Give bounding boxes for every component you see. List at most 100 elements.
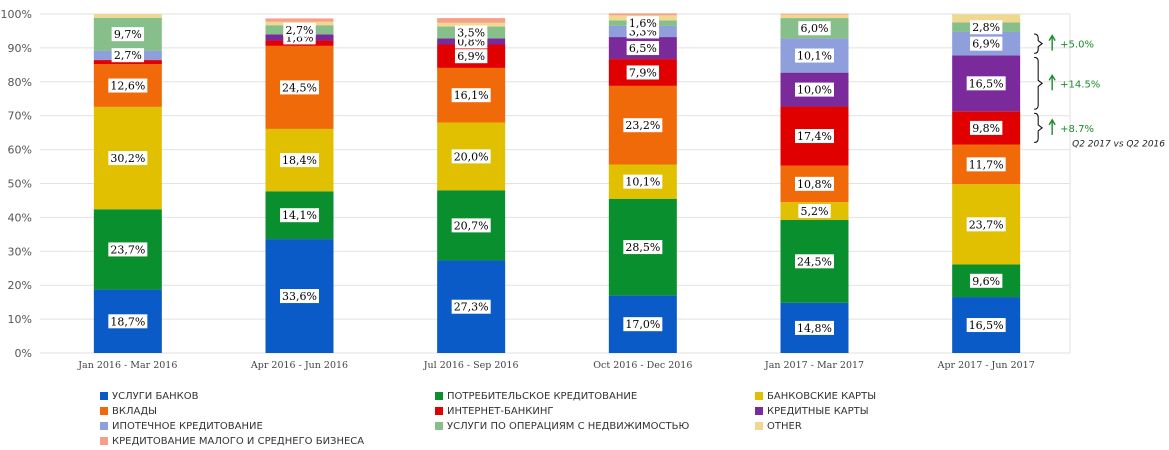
up-arrow-head xyxy=(1048,118,1056,126)
legend-item: КРЕДИТНЫЕ КАРТЫ xyxy=(755,404,900,418)
legend-label: ИПОТЕЧНОЕ КРЕДИТОВАНИЕ xyxy=(112,420,263,432)
data-label: 11,7% xyxy=(969,158,1004,171)
legend-label: УСЛУГИ БАНКОВ xyxy=(112,390,199,402)
y-tick-label: 40% xyxy=(8,211,32,224)
bar-segment xyxy=(608,13,677,16)
legend-label: УСЛУГИ ПО ОПЕРАЦИЯМ С НЕДВИЖИМОСТЬЮ xyxy=(447,420,690,432)
legend-item: ВКЛАДЫ xyxy=(100,404,435,418)
data-label-box xyxy=(626,16,660,31)
legend-item: КРЕДИТОВАНИЕ МАЛОГО И СРЕДНЕГО БИЗНЕСА xyxy=(100,434,435,448)
bracket xyxy=(1034,112,1044,144)
data-label: 9,6% xyxy=(972,275,1000,288)
x-tick-label: Oct 2016 - Dec 2016 xyxy=(593,360,692,371)
data-label-box xyxy=(454,49,488,64)
data-label-box xyxy=(451,149,491,164)
annotation-label: +8.7% xyxy=(1060,124,1094,135)
legend-item: УСЛУГИ БАНКОВ xyxy=(100,389,435,403)
data-label: 27,3% xyxy=(454,301,489,314)
data-label-box xyxy=(795,82,834,97)
y-axis: 0% 10% 20% 30% 40% 50% 60% 70% 80% 90% 100% xyxy=(1,8,32,360)
data-label: 2,7% xyxy=(114,49,142,62)
y-tick-label: 50% xyxy=(8,178,32,191)
x-axis: Jan 2016 - Mar 2016 Apr 2016 - Jun 2016 Ju… xyxy=(77,360,1035,371)
data-label-box xyxy=(966,318,1006,333)
data-label-box xyxy=(623,174,663,189)
data-label-box xyxy=(623,240,663,255)
data-label: 10,1% xyxy=(797,50,832,63)
data-label: 9,7% xyxy=(114,28,142,41)
data-label-box xyxy=(969,36,1003,51)
data-label-box xyxy=(451,88,491,103)
x-tick-label: Jan 2017 - Mar 2017 xyxy=(764,360,864,371)
y-tick-label: 80% xyxy=(8,76,32,89)
y-tick-label: 100% xyxy=(1,8,32,21)
bar-segment xyxy=(93,14,162,18)
gridlines xyxy=(40,13,1071,354)
data-label-box xyxy=(966,217,1006,232)
legend-label: OTHER xyxy=(767,420,802,432)
legend-swatch xyxy=(435,422,443,430)
data-label-box xyxy=(969,273,1003,288)
data-label: 17,0% xyxy=(625,318,660,331)
data-label-box xyxy=(280,208,319,223)
data-label: 20,0% xyxy=(454,150,489,163)
data-label-box xyxy=(454,25,488,40)
data-label-box xyxy=(626,41,660,56)
legend-swatch xyxy=(100,392,108,400)
x-tick-label: Jan 2016 - Mar 2016 xyxy=(77,360,177,371)
data-label: 17,4% xyxy=(797,130,832,143)
stacked-bar-chart: 0% 10% 20% 30% 40% 50% 60% 70% 80% 90% 100% 18,7% 2… xyxy=(1,8,1166,371)
bar-segment xyxy=(265,18,334,22)
y-tick-label: 10% xyxy=(8,313,32,326)
legend-swatch xyxy=(100,422,108,430)
data-label: 28,5% xyxy=(625,241,660,254)
data-label-box xyxy=(795,254,834,269)
data-label: 10,1% xyxy=(625,176,660,189)
data-label: 1,6% xyxy=(629,17,657,30)
data-label: 6,5% xyxy=(629,42,657,55)
data-label-box xyxy=(108,78,148,93)
data-label: 20,7% xyxy=(454,219,489,232)
data-labels: 18,7% 23,7% 30,2% 12,6% 2,7% 9,7% 33,6% 14,1% 18… xyxy=(108,16,1006,335)
data-label: 5,2% xyxy=(801,205,829,218)
data-label: 12,6% xyxy=(110,80,145,93)
legend-item: УСЛУГИ ПО ОПЕРАЦИЯМ С НЕДВИЖИМОСТЬЮ xyxy=(435,419,755,433)
data-label: 23,7% xyxy=(969,218,1004,231)
data-label: 6,0% xyxy=(801,22,829,35)
data-label-box xyxy=(795,320,834,335)
data-label-box xyxy=(280,80,319,95)
up-arrow-head xyxy=(1048,34,1056,42)
data-label-box xyxy=(966,157,1006,172)
legend-label: ИНТЕРНЕТ-БАНКИНГ xyxy=(447,405,554,417)
data-label-box xyxy=(795,176,834,191)
y-tick-label: 60% xyxy=(8,144,32,157)
data-label-box xyxy=(795,48,834,63)
data-label: 10,8% xyxy=(797,178,832,191)
bar-segment xyxy=(437,22,506,27)
x-tick-label: Apr 2016 - Jun 2016 xyxy=(250,360,348,371)
data-label: 18,4% xyxy=(282,154,317,167)
data-label: 33,6% xyxy=(282,290,317,303)
data-label-box xyxy=(969,20,1003,35)
data-label: 16,5% xyxy=(969,319,1004,332)
annotation-label: +5.0% xyxy=(1060,40,1094,51)
legend-item: OTHER xyxy=(755,419,900,433)
data-label-box xyxy=(108,151,148,166)
y-tick-label: 30% xyxy=(8,245,32,258)
data-label-box xyxy=(108,242,148,257)
data-label-box xyxy=(280,289,319,304)
data-label: 18,7% xyxy=(110,315,145,328)
legend-item: ИНТЕРНЕТ-БАНКИНГ xyxy=(435,404,755,418)
data-label: 2,7% xyxy=(286,24,314,37)
y-tick-label: 20% xyxy=(8,279,32,292)
legend-label: КРЕДИТОВАНИЕ МАЛОГО И СРЕДНЕГО БИЗНЕСА xyxy=(112,435,365,447)
legend-item: ПОТРЕБИТЕЛЬСКОЕ КРЕДИТОВАНИЕ xyxy=(435,389,755,403)
data-label-box xyxy=(111,27,145,42)
data-label-box xyxy=(623,317,663,332)
legend-swatch xyxy=(435,407,443,415)
bar-segment xyxy=(780,14,849,19)
data-label-box xyxy=(623,118,663,133)
x-tick-label: Jul 2016 - Sep 2016 xyxy=(423,360,519,371)
data-label: 30,2% xyxy=(110,152,145,165)
y-tick-label: 90% xyxy=(8,42,32,55)
